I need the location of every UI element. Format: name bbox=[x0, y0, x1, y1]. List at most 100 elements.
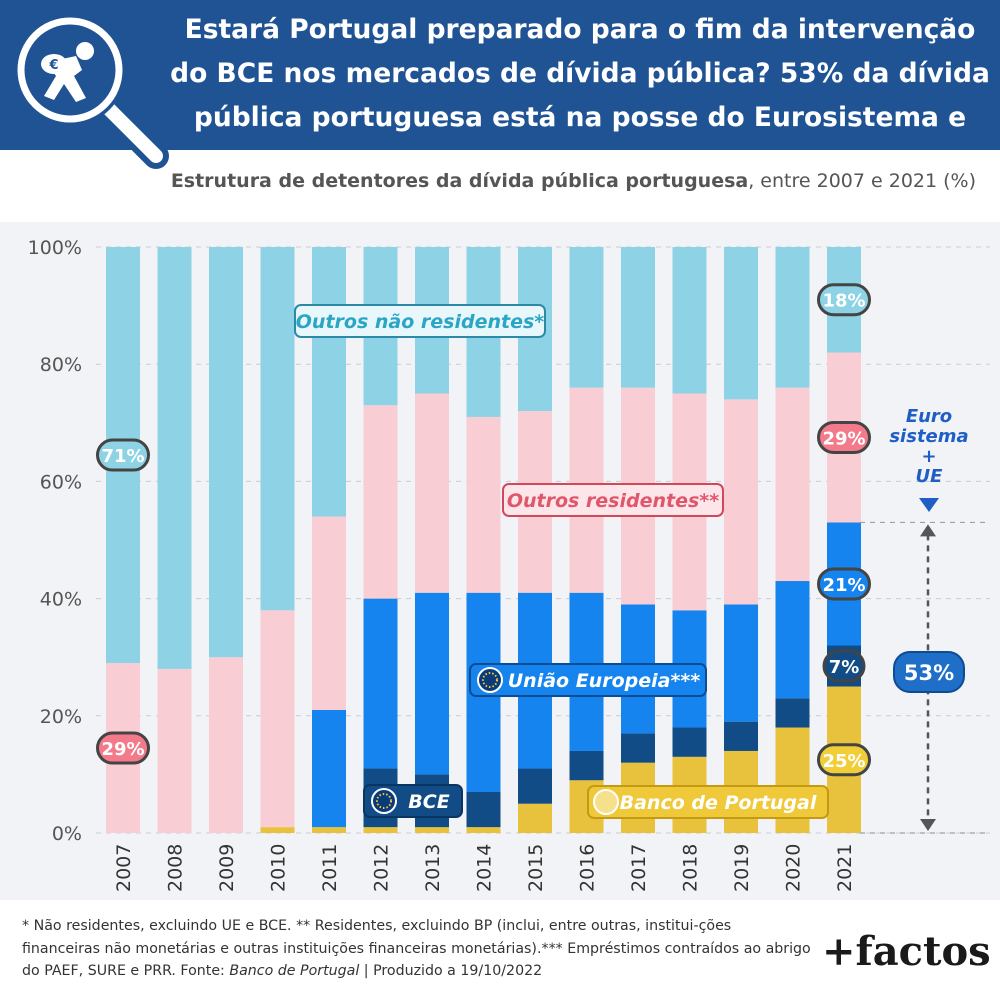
subtitle-bold: Estrutura de detentores da dívida públic… bbox=[170, 170, 749, 192]
header-banner: Estará Portugal preparado para o fim da … bbox=[0, 0, 1000, 177]
value-label: 7% bbox=[829, 657, 860, 678]
title-line-1: Estará Portugal preparado para o fim da … bbox=[184, 14, 976, 45]
x-tick-label: 2021 bbox=[834, 844, 856, 892]
bar-segment bbox=[724, 399, 758, 605]
bar-segment bbox=[518, 768, 552, 804]
x-tick-label: 2020 bbox=[783, 844, 805, 892]
bar-segment bbox=[466, 827, 501, 833]
series-label-uniao-europeia-box bbox=[469, 663, 707, 697]
brand-logo: +factos bbox=[822, 928, 991, 975]
bar-segment bbox=[775, 581, 810, 699]
footnote-text: * Não residentes, excluindo UE e BCE. **… bbox=[22, 918, 811, 979]
bar-segment bbox=[724, 604, 758, 722]
footnote-source: Banco de Portugal bbox=[229, 963, 360, 979]
bar-segment bbox=[312, 247, 346, 517]
bar-segment bbox=[209, 657, 243, 833]
eu-stars-ring bbox=[376, 793, 392, 809]
eurosystem-arrow-icon bbox=[919, 498, 939, 512]
bar-segment bbox=[363, 827, 398, 833]
coin-icon bbox=[593, 789, 619, 815]
title-line-2: do BCE nos mercados de dívida pública? 5… bbox=[170, 58, 990, 89]
bar-segment bbox=[466, 791, 501, 828]
bar-segment bbox=[569, 750, 604, 781]
bar-segment bbox=[775, 247, 810, 388]
eurosystem-label-line: UE bbox=[916, 466, 944, 487]
value-label-pill bbox=[96, 438, 150, 472]
x-tick-label: 2012 bbox=[371, 844, 393, 892]
x-tick-label: 2014 bbox=[474, 844, 496, 892]
value-label-pill bbox=[817, 420, 871, 454]
x-tick-label: 2016 bbox=[577, 844, 599, 892]
value-label-pill bbox=[96, 731, 150, 765]
bar-segment bbox=[569, 247, 604, 388]
y-tick-label: 100% bbox=[28, 237, 82, 259]
value-label: 29% bbox=[822, 428, 865, 449]
page-title: Estará Portugal preparado para o fim da … bbox=[170, 8, 990, 184]
eurosystem-label-line: Euro bbox=[906, 406, 952, 427]
footnote: * Não residentes, excluindo UE e BCE. **… bbox=[22, 915, 812, 983]
total-label: 53% bbox=[904, 661, 954, 685]
magnifier-running-person-icon: € bbox=[14, 14, 169, 169]
series-label-banco-de-portugal-box bbox=[587, 785, 829, 819]
bar-segment bbox=[157, 247, 192, 669]
bar-segment bbox=[415, 592, 449, 775]
value-label: 71% bbox=[101, 446, 144, 467]
value-label: 21% bbox=[822, 575, 865, 596]
y-tick-label: 80% bbox=[40, 354, 82, 376]
bar-segment bbox=[415, 393, 449, 593]
y-tick-label: 0% bbox=[52, 823, 82, 845]
value-label-pill bbox=[817, 567, 871, 601]
value-label: 25% bbox=[822, 751, 865, 772]
annotations: 71% 29% 18% 29% 21% 7% 25% Outros não residente… bbox=[96, 283, 990, 834]
bar-segment bbox=[672, 247, 707, 394]
bracket-arrow-down bbox=[920, 819, 936, 831]
x-tick-label: 2015 bbox=[525, 844, 547, 892]
value-label-pill bbox=[817, 283, 871, 317]
eu-stars-ring bbox=[482, 672, 498, 688]
x-tick-label: 2007 bbox=[113, 844, 135, 892]
bar-segment bbox=[672, 727, 707, 757]
bar-segment bbox=[312, 709, 346, 828]
bar-segment bbox=[363, 598, 398, 769]
x-tick-label: 2018 bbox=[680, 844, 702, 892]
series-label-outros-nao-residentes-box bbox=[294, 304, 546, 338]
series-label-outros-residentes-box bbox=[502, 483, 724, 517]
bar-segment bbox=[724, 721, 758, 751]
series-label-bce: BCE bbox=[408, 791, 449, 813]
x-tick-label: 2019 bbox=[731, 844, 753, 892]
eurosystem-label-line: sistema bbox=[889, 426, 968, 447]
bar-segment bbox=[775, 698, 810, 728]
bar-segment bbox=[260, 610, 295, 828]
series-label-uniao-europeia: União Europeia*** bbox=[508, 670, 701, 692]
series-label-outros-residentes: Outros residentes** bbox=[507, 490, 719, 512]
subtitle-rest: , entre 2007 e 2021 (%) bbox=[748, 170, 976, 192]
y-tick-label: 60% bbox=[40, 471, 82, 493]
x-tick-label: 2009 bbox=[216, 844, 238, 892]
series-label-outros-nao-residentes: Outros não residentes* bbox=[296, 311, 544, 333]
bar-segment bbox=[466, 416, 501, 593]
value-label: 18% bbox=[822, 291, 865, 312]
bar-segment bbox=[363, 405, 398, 599]
bar-segment bbox=[260, 247, 295, 611]
bar-segment bbox=[518, 803, 552, 833]
footnote-produced: | Produzido a 19/10/2022 bbox=[359, 963, 543, 979]
bracket-arrow-up bbox=[920, 524, 936, 537]
x-axis-ticks: 2007 2008 2009 2010 2011 2012 2013 2014 2015 2016… bbox=[113, 844, 856, 892]
value-label-pill bbox=[822, 649, 866, 683]
title-line-3: pública portuguesa está na posse do Euro… bbox=[193, 102, 967, 177]
bar-segment bbox=[157, 668, 192, 833]
x-tick-label: 2017 bbox=[628, 844, 650, 892]
x-tick-label: 2013 bbox=[422, 844, 444, 892]
value-label-pill bbox=[817, 743, 871, 777]
eu-stars-icon bbox=[371, 788, 397, 814]
bar-segment bbox=[775, 387, 810, 582]
value-label: 29% bbox=[101, 739, 144, 760]
eu-stars-icon bbox=[477, 667, 503, 693]
svg-text:€: € bbox=[48, 58, 58, 73]
x-tick-label: 2011 bbox=[319, 844, 341, 892]
y-axis-ticks: 0% 20% 40% 60% 80% 100% bbox=[28, 237, 82, 845]
x-tick-label: 2008 bbox=[165, 844, 187, 892]
series-label-banco-de-portugal: Banco de Portugal bbox=[620, 792, 817, 814]
total-label-box bbox=[893, 651, 965, 693]
